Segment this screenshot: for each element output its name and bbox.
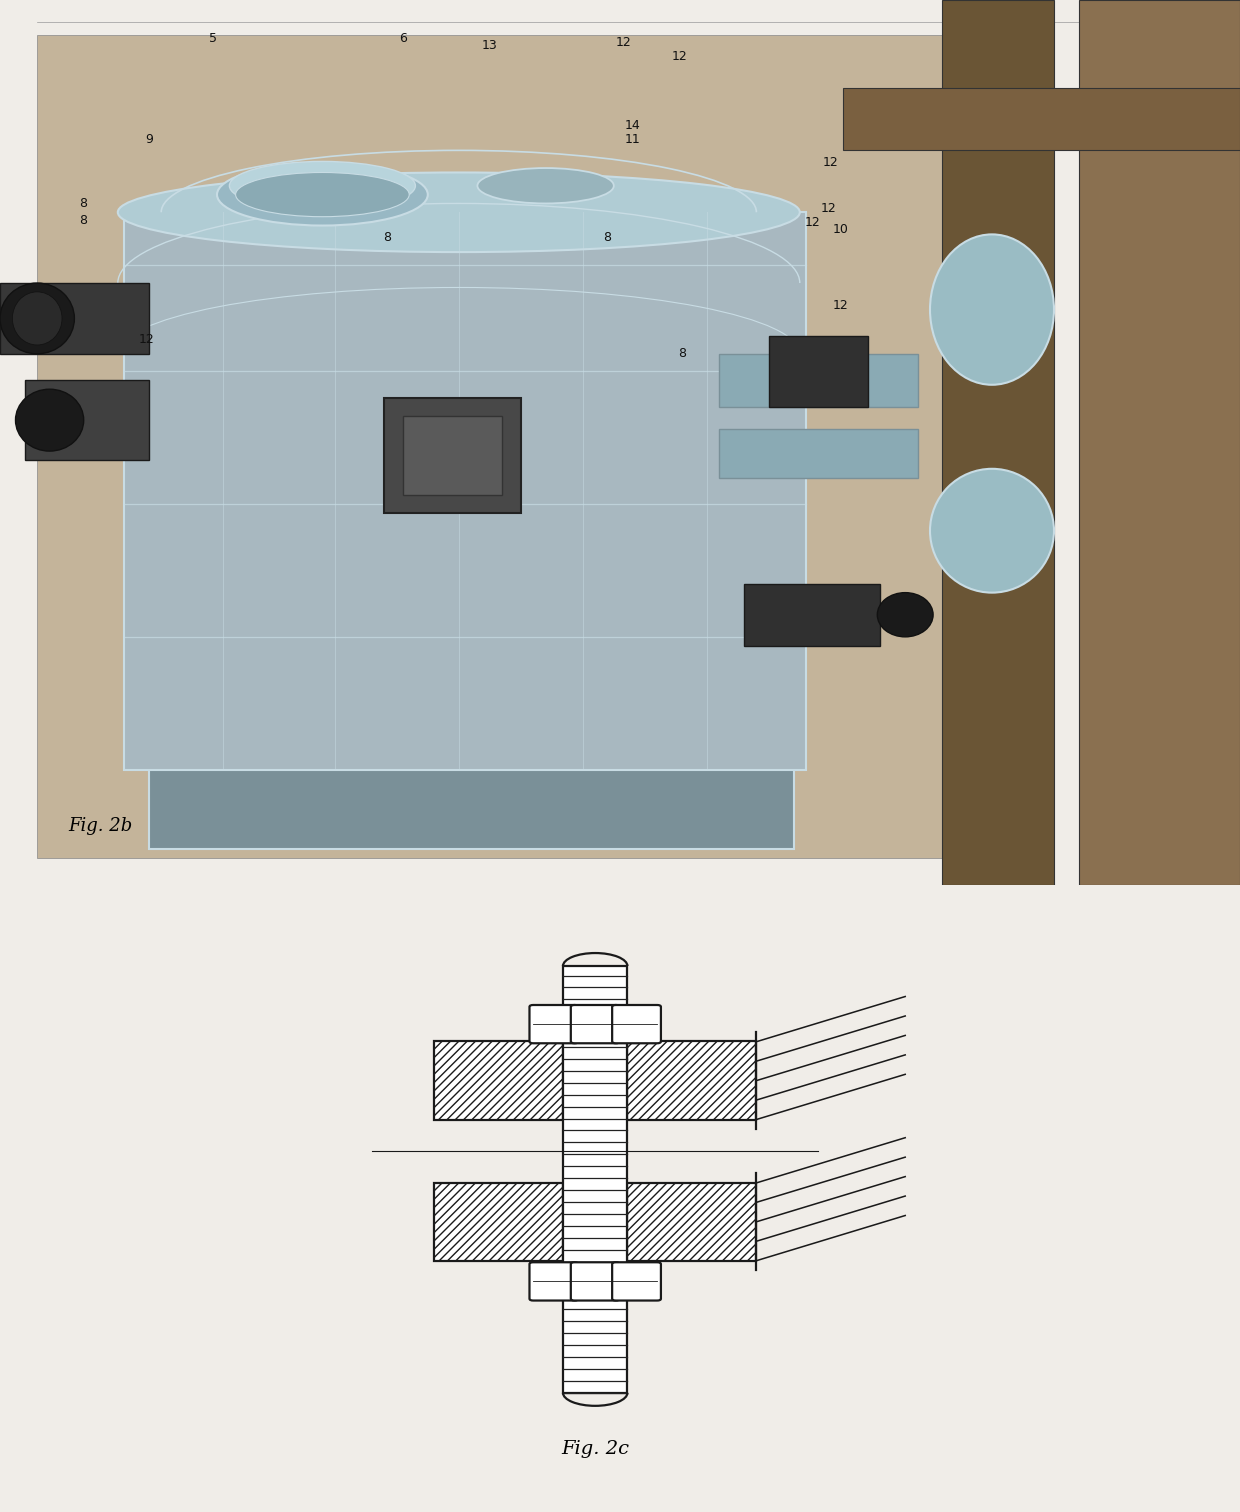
Ellipse shape [217,163,428,225]
Ellipse shape [930,469,1054,593]
Ellipse shape [118,172,800,253]
Ellipse shape [930,234,1054,384]
Ellipse shape [477,168,614,204]
Text: Fig. 2c: Fig. 2c [562,1441,629,1458]
Text: 8: 8 [383,230,391,243]
Text: 12: 12 [821,203,836,215]
Text: 6: 6 [399,32,407,45]
Bar [403,416,502,496]
Ellipse shape [229,162,415,210]
Text: 8: 8 [79,197,87,210]
Bar [0,283,149,354]
FancyBboxPatch shape [570,1005,620,1043]
Text: 9: 9 [145,133,153,147]
Bar [744,584,880,646]
Bar [942,0,1054,885]
FancyBboxPatch shape [613,1263,661,1300]
Ellipse shape [878,593,934,637]
Ellipse shape [0,283,74,354]
Text: 12: 12 [823,156,838,169]
Text: 8: 8 [604,230,611,243]
Polygon shape [627,1042,756,1120]
Ellipse shape [236,172,409,216]
Text: 12: 12 [672,50,687,64]
Text: 12: 12 [139,333,154,346]
Bar [1079,0,1240,885]
Bar [149,761,794,850]
Polygon shape [627,1182,756,1261]
FancyBboxPatch shape [529,1005,578,1043]
Bar [563,966,627,1393]
Text: 11: 11 [625,133,640,147]
Text: 12: 12 [616,36,631,48]
Ellipse shape [15,389,84,451]
Text: 10: 10 [833,224,848,236]
Bar [37,35,942,857]
Bar [384,398,521,513]
Bar [25,381,149,460]
Bar [719,354,918,407]
Text: 8: 8 [678,348,686,360]
Text: 5: 5 [210,32,217,45]
Polygon shape [434,1182,563,1261]
Text: 12: 12 [805,216,820,230]
Bar [843,88,1240,150]
FancyBboxPatch shape [570,1263,620,1300]
Bar [124,212,806,770]
Polygon shape [434,1042,563,1120]
Bar [769,336,868,407]
Bar [719,429,918,478]
FancyBboxPatch shape [613,1005,661,1043]
Text: 13: 13 [482,39,497,53]
Text: Fig. 2b: Fig. 2b [68,818,133,836]
FancyBboxPatch shape [529,1263,578,1300]
Ellipse shape [12,292,62,345]
Text: 8: 8 [79,213,87,227]
Text: 12: 12 [833,299,848,311]
Text: 14: 14 [625,119,640,132]
